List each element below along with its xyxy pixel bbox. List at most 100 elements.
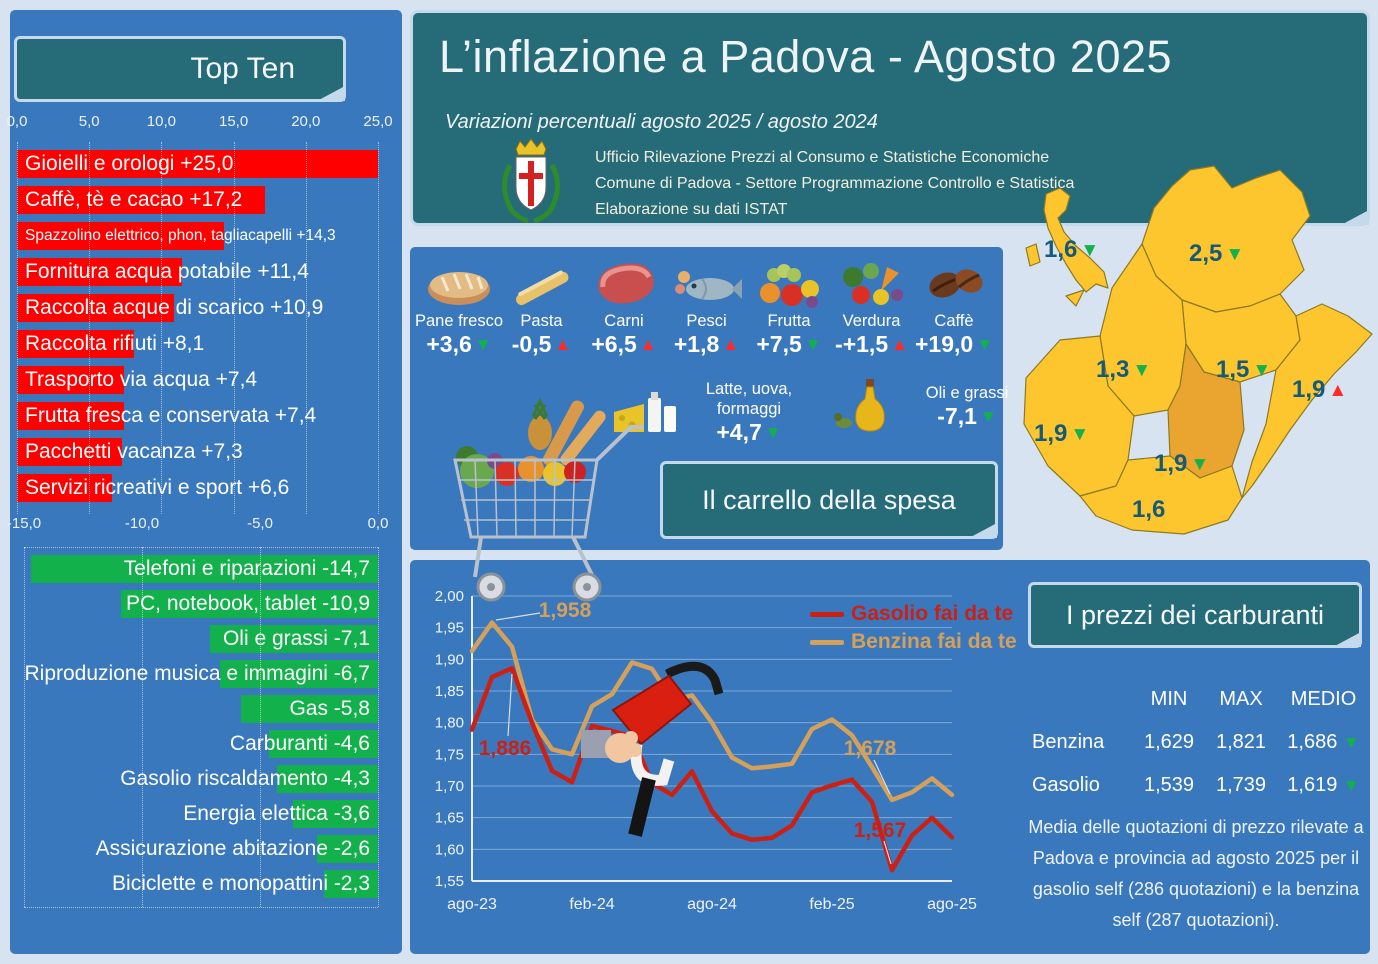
legend-label: Benzina fai da te [851,630,1017,653]
top-ten-bar-row: PC, notebook, tablet -10,9 [24,590,378,618]
food-item: Pesci +1,8 ▲ [668,255,746,358]
top-ten-increase-bars: Gioielli e orologi +25,0 Caffè, tè e caca… [17,150,397,510]
increase-bar [17,222,224,250]
bar-label: Biciclette e monopattini -2,3 [112,872,370,895]
food-value-text: +6,5 [591,331,637,357]
food-value: -0,5 ▲ [512,331,571,358]
food-item: Oli e grassi -7,1 ▼ [828,379,1026,433]
svg-text:2,00: 2,00 [435,588,464,605]
svg-text:ago-25: ago-25 [927,896,977,913]
top-ten-bar-row: Servizi ricreativi e sport +6,6 [17,474,397,502]
food-item: Latte, uova, formaggi +4,7 ▼ [610,379,808,446]
food-row-1: Pane fresco +3,6 ▼ Pasta -0,5 ▲ Carni +6,5 ▲ Pesc… [415,255,993,358]
bar-label: Gasolio riscaldamento -4,3 [120,767,370,790]
bar-label: Caffè, tè e cacao +17,2 [25,188,243,211]
top-ten-bar-row: Gas -5,8 [24,695,378,723]
bar-label: Telefoni e riparazioni -14,7 [123,557,370,580]
top-ten-decrease-bars: Telefoni e riparazioni -14,7 PC, notebook… [24,555,378,905]
food-value: -7,1 ▼ [937,403,996,430]
food-value-text: +4,7 [716,419,762,445]
bar-label: Carburanti -4,6 [229,732,370,755]
food-label: Verdura [842,312,901,330]
top-ten-bar-row: Energia elettica -3,6 [24,800,378,828]
svg-text:1,65: 1,65 [435,810,464,827]
legend-line-icon [810,639,844,645]
down-triangle-icon: ▼ [1070,423,1090,445]
top-ten-bar-row: Spazzolino elettrico, phon, tagliacapell… [17,222,397,250]
map-value: 2,5 [1189,240,1223,267]
fuel-title-box: I prezzi dei carburanti [1028,582,1362,648]
food-value-text: -0,5 [511,331,552,357]
svg-text:feb-25: feb-25 [809,896,854,913]
oil-icon [828,379,898,433]
svg-text:ago-23: ago-23 [447,896,497,913]
svg-text:1,958: 1,958 [539,599,592,622]
food-label: Carni [604,312,644,330]
fuel-medio: 1,686 ▼ [1277,731,1370,754]
down-triangle-icon: ▼ [1252,359,1272,381]
axis-tick: 0,0 [6,113,28,130]
top-ten-title: Top Ten [190,52,295,85]
bar-label: Energia elettica -3,6 [183,802,370,825]
page-subtitle: Variazioni percentuali agosto 2025 / ago… [445,111,878,133]
food-item: Pasta -0,5 ▲ [503,255,581,358]
decrease-bar [31,555,378,583]
down-triangle-icon: ▼ [804,335,822,354]
decrease-bar [219,660,378,688]
up-triangle-icon: ▲ [554,335,572,354]
top-ten-bar-row: Telefoni e riparazioni -14,7 [24,555,378,583]
org-line-1: Ufficio Rilevazione Prezzi al Consumo e … [595,149,1050,166]
svg-text:1,567: 1,567 [854,819,907,842]
gridline [24,547,25,907]
gridline [260,547,261,907]
axis-tick: 5,0 [78,113,100,130]
header-cell: MEDIO [1290,688,1357,710]
bar-label: Assicurazione abitazione -2,6 [95,837,370,860]
fuel-max: 1,821 [1215,731,1267,753]
down-triangle-icon: ▼ [474,335,492,354]
top-ten-bar-row: Riproduzione musica e immagini -6,7 [24,660,378,688]
map-label-belluno: 2,5 ▼ [1189,240,1244,268]
decrease-bar [276,765,378,793]
legend-item: Gasolio fai da te [810,602,1017,626]
svg-text:1,55: 1,55 [435,873,464,890]
svg-text:1,678: 1,678 [844,737,897,760]
bar-label: Frutta fresca e conservata +7,4 [25,404,317,427]
top-ten-bar-row: Carburanti -4,6 [24,730,378,758]
food-value-text: -7,1 [937,402,977,429]
fuel-medio: 1,619 ▼ [1277,774,1370,797]
map-value: 1,6 [1132,496,1166,523]
food-label: Pane fresco [414,312,504,330]
top-ten-bar-row: Biciclette e monopattini -2,3 [24,870,378,898]
bar-label: Gas -5,8 [289,697,370,720]
bar-label: Spazzolino elettrico, phon, tagliacapell… [25,227,336,244]
decrease-bar [323,870,378,898]
food-label: Pasta [520,312,563,330]
fuel-table-header: MIN MAX MEDIO [1028,678,1370,721]
increase-bar [17,294,175,322]
veneto-map: 1,6 ▼ 2,5 ▼ 1,3 ▼ 1,5 ▼ 1,9 ▲ 1,9 ▼ 1,9 ▼ 1,6 [1004,148,1378,562]
decrease-bar [316,835,378,863]
svg-text:ago-24: ago-24 [687,896,737,913]
bar-label: Fornitura acqua potabile +11,4 [25,260,309,283]
top-axis: 0,0 5,0 10,0 15,0 20,0 25,0 [6,113,402,133]
legend-item: Benzina fai da te [810,630,1017,654]
map-label-verona: 1,9 ▼ [1034,420,1089,448]
svg-text:1,75: 1,75 [435,746,464,763]
fuel-table-row: Gasolio 1,539 1,739 1,619 ▼ [1028,764,1370,807]
food-value-text: +1,8 [673,331,720,357]
decrease-bar [210,625,378,653]
food-value: +6,5 ▲ [591,331,656,358]
gridline [89,142,91,514]
bar-label: Raccolta rifiuti +8,1 [25,332,205,355]
top-ten-panel: Top Ten 0,0 5,0 10,0 15,0 20,0 25,0 Gioielli … [6,10,402,954]
increase-bar [17,186,266,214]
up-triangle-icon: ▲ [891,335,908,354]
gridline [378,547,379,907]
svg-text:1,95: 1,95 [435,620,464,637]
vegetables-icon [837,255,907,309]
top-ten-bar-row: Raccolta rifiuti +8,1 [17,330,397,358]
fuel-name: Benzina [1032,731,1105,753]
fuel-max: 1,739 [1215,774,1267,796]
header-cell: MIN [1150,688,1188,710]
